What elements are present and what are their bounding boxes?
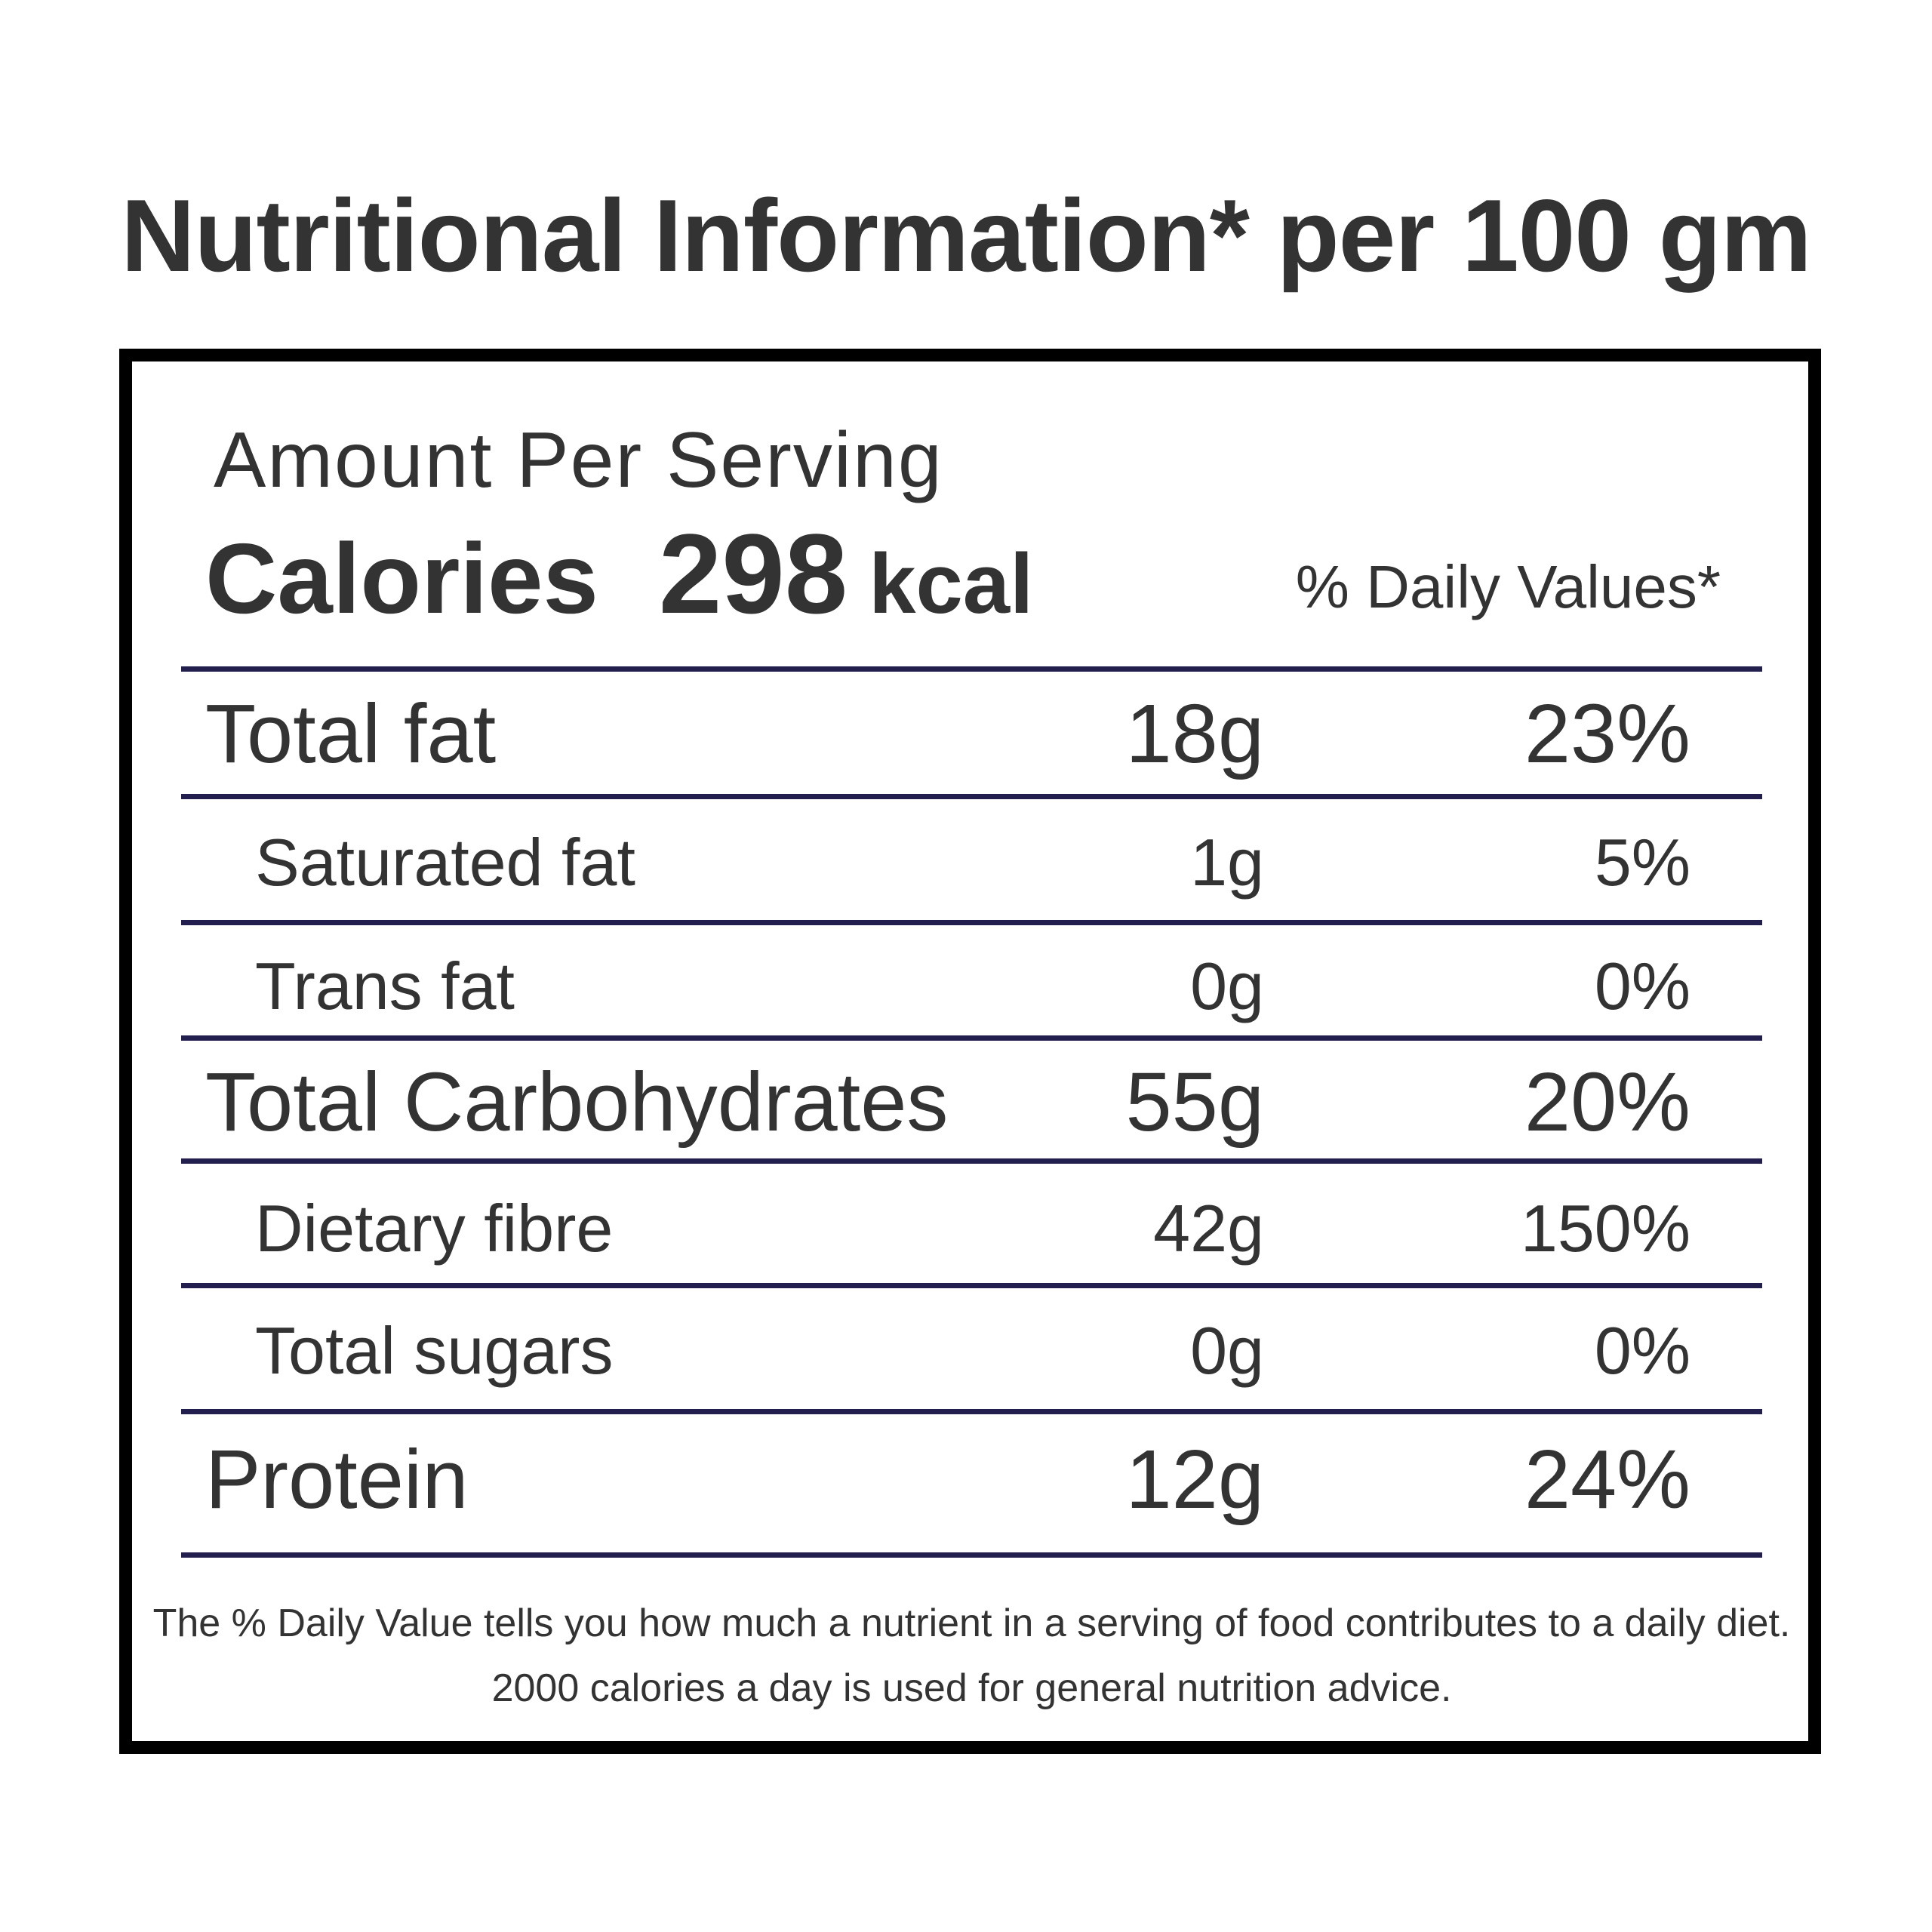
- nutrient-amount: 0g: [1190, 1313, 1264, 1388]
- calories-value: 298: [658, 510, 848, 637]
- divider-rule: [181, 1409, 1762, 1414]
- nutrient-amount: 0g: [1190, 949, 1264, 1023]
- nutrient-daily-value: 0%: [1594, 1313, 1690, 1388]
- nutrient-name: Dietary fibre: [255, 1191, 614, 1266]
- divider-rule: [181, 1283, 1762, 1288]
- nutrient-daily-value: 0%: [1594, 949, 1690, 1023]
- nutrient-name: Saturated fat: [255, 825, 635, 900]
- divider-rule: [181, 1552, 1762, 1558]
- daily-values-header: % Daily Values*: [1295, 553, 1721, 620]
- nutrient-amount: 1g: [1190, 825, 1264, 900]
- nutrition-label-box: [119, 349, 1821, 1754]
- divider-rule: [181, 666, 1762, 672]
- nutrient-name: Total Carbohydrates: [205, 1056, 949, 1149]
- nutrient-daily-value: 23%: [1524, 688, 1690, 780]
- nutrient-amount: 42g: [1153, 1191, 1264, 1266]
- calories-line: Calories 298 kcal: [205, 513, 1033, 670]
- nutrient-name: Total fat: [205, 688, 497, 780]
- divider-rule: [181, 1035, 1762, 1041]
- calories-label: Calories: [205, 523, 598, 634]
- nutrient-amount: 12g: [1125, 1433, 1264, 1526]
- nutrient-name: Protein: [205, 1433, 469, 1526]
- nutrient-daily-value: 24%: [1524, 1433, 1690, 1526]
- calories-unit: kcal: [869, 537, 1034, 631]
- page-title: Nutritional Information* per 100 gm: [121, 178, 1811, 293]
- amount-per-serving-label: Amount Per Serving: [214, 417, 943, 504]
- nutrient-daily-value: 20%: [1524, 1056, 1690, 1149]
- nutrient-name: Trans fat: [255, 949, 515, 1023]
- nutrient-daily-value: 150%: [1520, 1191, 1690, 1266]
- nutrient-amount: 55g: [1125, 1056, 1264, 1149]
- divider-rule: [181, 1158, 1762, 1164]
- divider-rule: [181, 794, 1762, 799]
- nutrient-daily-value: 5%: [1594, 825, 1690, 900]
- daily-value-footnote: The % Daily Value tells you how much a n…: [152, 1601, 1791, 1710]
- nutrient-name: Total sugars: [255, 1313, 614, 1388]
- divider-rule: [181, 920, 1762, 925]
- nutrient-amount: 18g: [1125, 688, 1264, 780]
